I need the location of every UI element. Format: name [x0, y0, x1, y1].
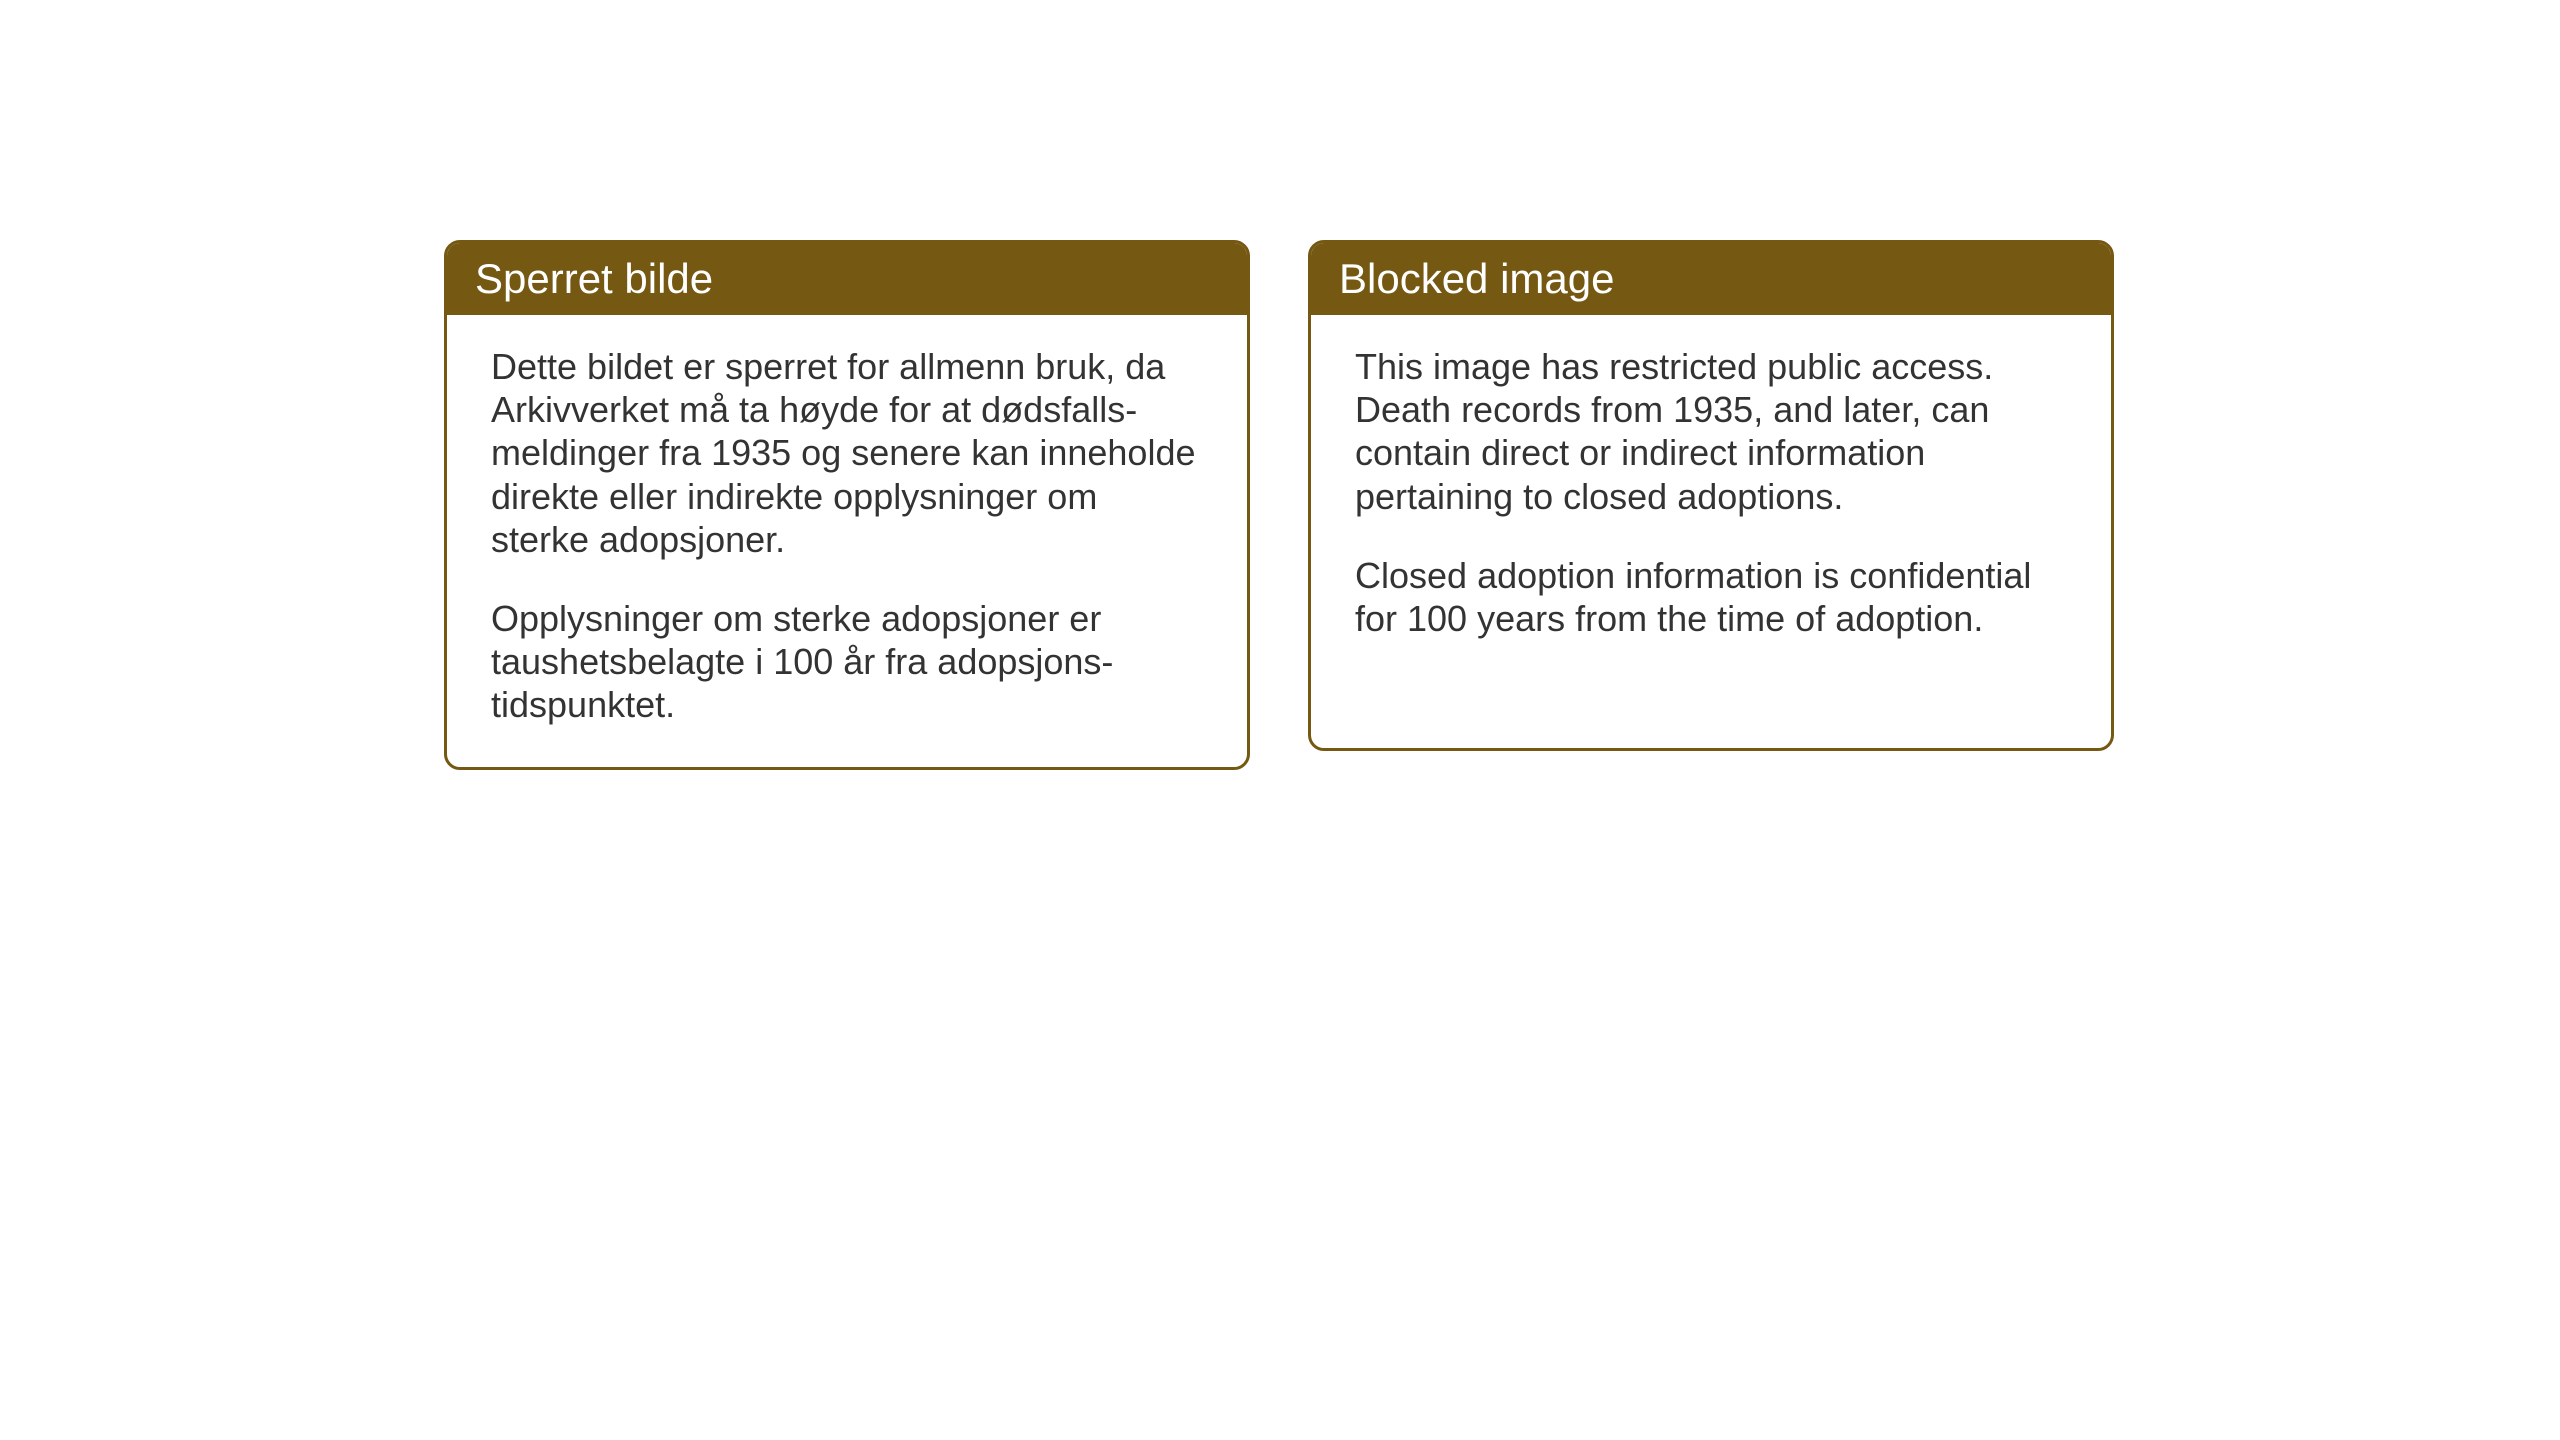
- card-paragraph-2-norwegian: Opplysninger om sterke adopsjoner er tau…: [491, 597, 1203, 727]
- card-title-norwegian: Sperret bilde: [475, 255, 713, 302]
- card-body-english: This image has restricted public access.…: [1311, 315, 2111, 680]
- card-header-norwegian: Sperret bilde: [447, 243, 1247, 315]
- notice-container: Sperret bilde Dette bildet er sperret fo…: [444, 240, 2114, 770]
- card-header-english: Blocked image: [1311, 243, 2111, 315]
- card-paragraph-1-english: This image has restricted public access.…: [1355, 345, 2067, 518]
- card-title-english: Blocked image: [1339, 255, 1614, 302]
- notice-card-norwegian: Sperret bilde Dette bildet er sperret fo…: [444, 240, 1250, 770]
- card-body-norwegian: Dette bildet er sperret for allmenn bruk…: [447, 315, 1247, 767]
- card-paragraph-1-norwegian: Dette bildet er sperret for allmenn bruk…: [491, 345, 1203, 561]
- notice-card-english: Blocked image This image has restricted …: [1308, 240, 2114, 751]
- card-paragraph-2-english: Closed adoption information is confident…: [1355, 554, 2067, 640]
